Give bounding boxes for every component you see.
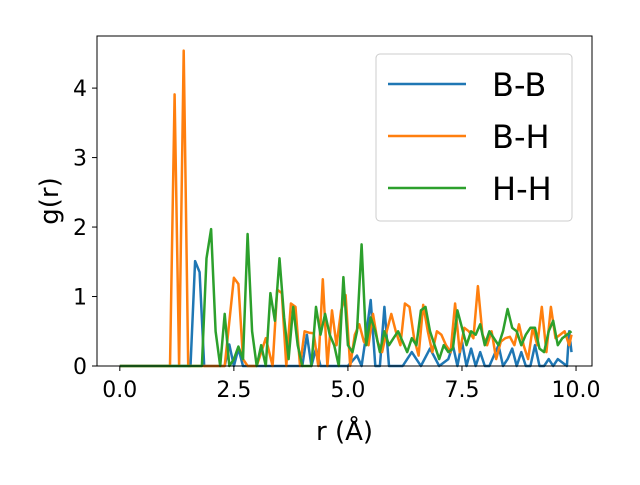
x-tick-label: 10.0	[552, 378, 601, 403]
x-tick-label: 5.0	[330, 378, 365, 403]
y-tick-label: 0	[73, 355, 87, 380]
x-tick-label: 2.5	[216, 378, 251, 403]
y-tick-label: 3	[73, 147, 87, 172]
legend-label-h-h: H-H	[492, 170, 552, 208]
x-axis-label: r (Å)	[316, 415, 373, 447]
legend-items: B-B B-H H-H	[388, 66, 552, 208]
legend-label-b-b: B-B	[492, 66, 546, 104]
legend-label-b-h: B-H	[492, 118, 550, 156]
legend-box	[375, 53, 573, 222]
y-tick-label: 2	[73, 216, 87, 241]
y-axis-label: g(r)	[35, 177, 65, 224]
series-line-h-h	[119, 227, 573, 368]
x-tick-label: 7.5	[444, 378, 479, 403]
legend: B-B B-H H-H	[375, 53, 573, 222]
x-tick-label: 0.0	[102, 378, 137, 403]
y-tick-label: 4	[73, 77, 87, 102]
plot-frame	[96, 35, 593, 367]
y-tick-label: 1	[73, 286, 87, 311]
tick-layer: 0.0 2.5 5.0 7.5 10.0 0 1 2 3 4	[73, 77, 601, 403]
